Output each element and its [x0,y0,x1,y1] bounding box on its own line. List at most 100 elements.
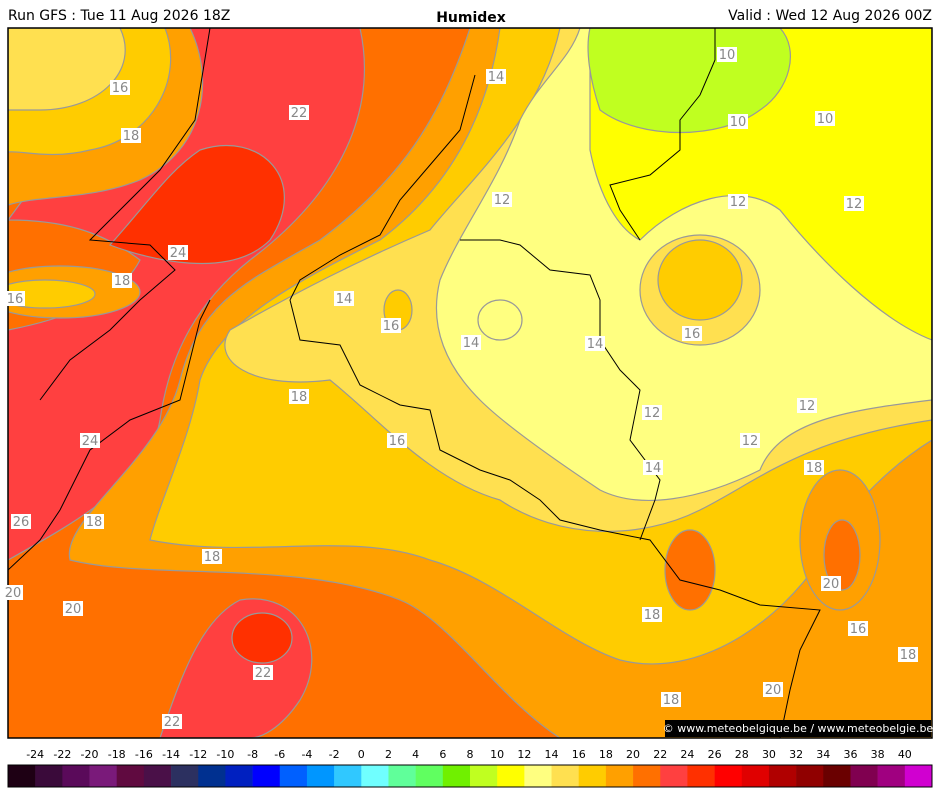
colorbar-tick-label: -14 [162,748,180,761]
contour-label-box [717,47,737,62]
colorbar-tick-label: 38 [871,748,885,761]
coastline-west [39,28,211,401]
colorbar-swatch [279,765,308,787]
border-ne [609,28,716,241]
colorbar-swatch [361,765,389,787]
contour-label-box [642,607,662,622]
contour-label-box [334,291,354,306]
colorbar-swatch [633,765,661,787]
contour-label-box [110,80,130,95]
contour-label: 18 [86,515,103,530]
contour-label-box [815,111,835,126]
colorbar-tick-label: -20 [81,748,99,761]
contour-label: 14 [645,461,662,476]
region-10 [587,28,791,134]
colorbar-swatch [470,765,498,787]
region-16 [8,279,96,309]
contour-label: 18 [123,129,140,144]
colorbar-swatch [334,765,362,787]
contour-label: 14 [587,337,604,352]
contour-label-box [289,389,309,404]
contour-label-box [492,192,512,207]
region-12 [477,299,523,341]
contour-label-box [486,69,506,84]
contour-label: 18 [663,693,680,708]
colorbar-swatch [171,765,199,787]
colorbar-swatch [578,765,607,787]
contour-label: 18 [644,608,661,623]
contour-label: 24 [170,246,187,261]
contour-label-box [728,194,748,209]
colorbar-tick-label: -18 [108,748,126,761]
contour-label-box [3,585,23,600]
colorbar-swatch [687,765,715,787]
colorbar-tick-label: -2 [329,748,340,761]
colorbar-tick-label: 26 [708,748,722,761]
contour-label: 16 [850,622,867,637]
colorbar-tick-label: 28 [735,748,749,761]
contour-label-box [202,549,222,564]
contour-label-box [5,291,25,306]
colorbar-swatch [89,765,118,787]
colorbar-swatch [35,765,63,787]
region-14 [8,28,126,111]
map-title: Humidex [436,10,506,26]
colorbar-tick-label: 32 [789,748,803,761]
region-20 [823,519,861,591]
colorbar: -24 -22 -20 -18 -16 -14 -12 -10 -8 -6 -4 -2 0 2 4 6 8 10 1… [7,748,933,788]
contour-label: 12 [644,406,661,421]
border-south [289,299,821,738]
contour-label-box [162,714,182,729]
contour-label-box [821,576,841,591]
colorbar-swatch [198,765,226,787]
colorbar-tick-label: 18 [599,748,613,761]
colorbar-tick-label: 14 [545,748,559,761]
contour-label: 22 [164,715,181,730]
contour-label: 12 [742,434,759,449]
contour-label-box [661,692,681,707]
contour-label: 10 [719,48,736,63]
colorbar-swatch [823,765,851,787]
colorbar-tick-label: -8 [247,748,258,761]
contour-label: 12 [730,195,747,210]
contour-label: 20 [65,602,82,617]
contour-label-box [63,601,83,616]
credit-box [665,720,931,737]
colorbar-swatch [497,765,525,787]
contour-label: 12 [846,197,863,212]
contour-label: 14 [336,292,353,307]
contour-label: 12 [799,399,816,414]
colorbar-swatch [551,765,580,787]
contour-label-box [642,405,662,420]
colorbar-swatch [768,765,797,787]
region-20 [664,529,716,611]
colorbar-tick-label: 12 [517,748,531,761]
contour-label-box [797,398,817,413]
colorbar-tick-label: 6 [439,748,446,761]
colorbar-swatch [796,765,824,787]
colorbar-tick-label: 34 [816,748,830,761]
contour-label-box [461,335,481,350]
colorbar-tick-label: 30 [762,748,776,761]
colorbar-tick-label: -16 [135,748,153,761]
region-24 [231,612,293,664]
colorbar-tick-label: 24 [680,748,694,761]
contour-label: 18 [291,390,308,405]
contour-label: 20 [765,683,782,698]
contour-label: 16 [7,292,24,307]
contour-label: 18 [806,461,823,476]
colorbar-tick-label: -24 [26,748,44,761]
contour-label: 14 [463,336,480,351]
contour-label-box [80,433,100,448]
contour-label-box [728,114,748,129]
coastline [289,74,476,301]
colorbar-swatch [143,765,172,787]
contour-label-box [844,196,864,211]
region-16 [657,239,743,321]
colorbar-swatch [306,765,335,787]
colorbar-tick-label: -6 [274,748,285,761]
contour-label-box [289,105,309,120]
contour-label: 16 [383,319,400,334]
colorbar-swatch [714,765,743,787]
colorbar-swatch [904,765,933,787]
